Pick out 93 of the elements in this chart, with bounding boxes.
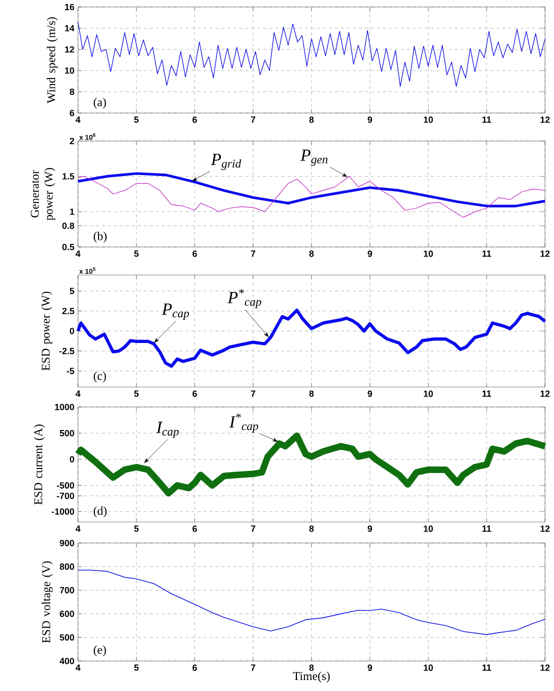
x-tick-label: 10 (424, 250, 433, 257)
y-tick-label: 0.8 (62, 222, 74, 229)
y-tick-label: -5 (66, 368, 74, 374)
annotation: (e) (94, 645, 106, 656)
y-tick-label: 16 (65, 4, 74, 10)
annotation: P$_{grid}$ (210, 154, 242, 170)
annotation: P$_{gen}$ (300, 150, 328, 166)
y-tick-label: 8 (70, 88, 74, 95)
x-tick-label: 8 (309, 116, 314, 123)
y-tick-label: 1000 (55, 404, 74, 410)
y-tick-label: 6 (70, 110, 74, 116)
x-tick-label: 11 (482, 250, 492, 257)
x-tick-label: 12 (540, 664, 550, 671)
annotation: (c) (94, 372, 106, 382)
x-tick-label: 8 (309, 664, 314, 671)
y-tick-label: 400 (60, 658, 74, 664)
y-tick-label: 14 (65, 25, 74, 32)
annotation: (b) (94, 232, 107, 243)
x-tick-label: 9 (368, 664, 372, 671)
x-tick-label: 4 (76, 116, 80, 123)
y-tick-label: -700 (56, 492, 74, 500)
x-tick-label: 4 (76, 250, 80, 257)
x-tick-label: 12 (540, 116, 550, 123)
y-tick-label: -2.5 (59, 348, 74, 354)
y-axis-title: ESD power (W) (41, 292, 52, 371)
x-tick-label: 5 (134, 664, 139, 671)
x-axis-title: Time(s) (293, 672, 330, 683)
x-tick-label: 8 (309, 526, 314, 532)
x-tick-label: 6 (192, 116, 197, 123)
x-tick-label: 6 (192, 250, 197, 257)
y-axis-title: ESD current (A) (34, 424, 45, 505)
x-tick-label: 8 (309, 390, 314, 397)
annotation: P$^{*}$cap (228, 289, 262, 308)
y-tick-label: 12 (65, 46, 74, 53)
y-tick-label: -1000 (52, 508, 74, 515)
x-tick-label: 10 (424, 390, 433, 397)
x-tick-label: 4 (76, 390, 80, 397)
y-axis-title: ESD voltage (V) (42, 561, 53, 643)
y-tick-label: 0 (70, 328, 74, 334)
annotation: I$^{*}$cap (229, 413, 258, 433)
x-tick-label: 5 (134, 390, 139, 397)
x-tick-label: 7 (251, 390, 256, 397)
x-tick-label: 12 (540, 250, 550, 257)
y-tick-label: 700 (60, 587, 74, 594)
y-tick-label: 2.5 (62, 308, 74, 314)
x-tick-label: 10 (424, 116, 433, 123)
y-tick-label: 600 (60, 610, 74, 617)
x-tick-label: 4 (76, 526, 80, 532)
y-axis-title: Wind speed (m/s) (46, 17, 58, 104)
y-tick-label: 5 (70, 288, 74, 294)
x-tick-label: 5 (134, 116, 139, 123)
y-tick-label: 2 (70, 138, 74, 144)
y-tick-label: 900 (60, 540, 74, 546)
annotation: P$_{cap}$ (162, 304, 190, 320)
x-tick-label: 5 (134, 526, 139, 532)
y-tick-label: 10 (65, 67, 74, 74)
x-tick-label: 12 (540, 390, 550, 397)
y-tick-label: 500 (60, 634, 74, 641)
x-tick-label: 11 (482, 664, 492, 671)
annotation: (a) (94, 98, 106, 109)
x-tick-label: 11 (482, 390, 492, 397)
x-tick-label: 6 (192, 390, 197, 397)
y-axis-title: Generator power (W) (30, 168, 56, 220)
line-series (78, 570, 546, 635)
x-tick-label: 9 (368, 250, 372, 257)
annotation: (d) (94, 506, 107, 518)
y-tick-label: -500 (56, 482, 74, 489)
y-tick-label: 1.5 (62, 173, 74, 180)
y-tick-label: 1 (70, 208, 74, 215)
x-tick-label: 11 (482, 526, 492, 532)
line-series (78, 176, 546, 218)
x-tick-label: 8 (309, 250, 314, 257)
y-tick-label: 800 (60, 563, 74, 570)
x-tick-label: 6 (192, 664, 197, 671)
x-tick-label: 7 (251, 116, 256, 123)
x-tick-label: 7 (251, 664, 256, 671)
annotation: I$_{cap}$ (156, 422, 179, 438)
y-tick-label: 500 (60, 430, 74, 436)
x-tick-label: 6 (192, 526, 197, 532)
x-tick-label: 9 (368, 390, 372, 397)
x-tick-label: 10 (424, 664, 433, 671)
x-tick-label: 9 (368, 116, 372, 123)
x-tick-label: 9 (368, 526, 372, 532)
x-tick-label: 11 (482, 116, 492, 123)
x-tick-label: 7 (251, 526, 256, 532)
x-tick-label: 7 (251, 250, 256, 257)
x-tick-label: 10 (424, 526, 433, 532)
x-tick-label: 5 (134, 250, 139, 257)
x-tick-label: 12 (540, 526, 550, 532)
y-tick-label: 0.5 (62, 244, 74, 250)
line-series (78, 21, 546, 87)
y-tick-label: 0 (70, 456, 74, 462)
x-tick-label: 4 (76, 664, 80, 671)
